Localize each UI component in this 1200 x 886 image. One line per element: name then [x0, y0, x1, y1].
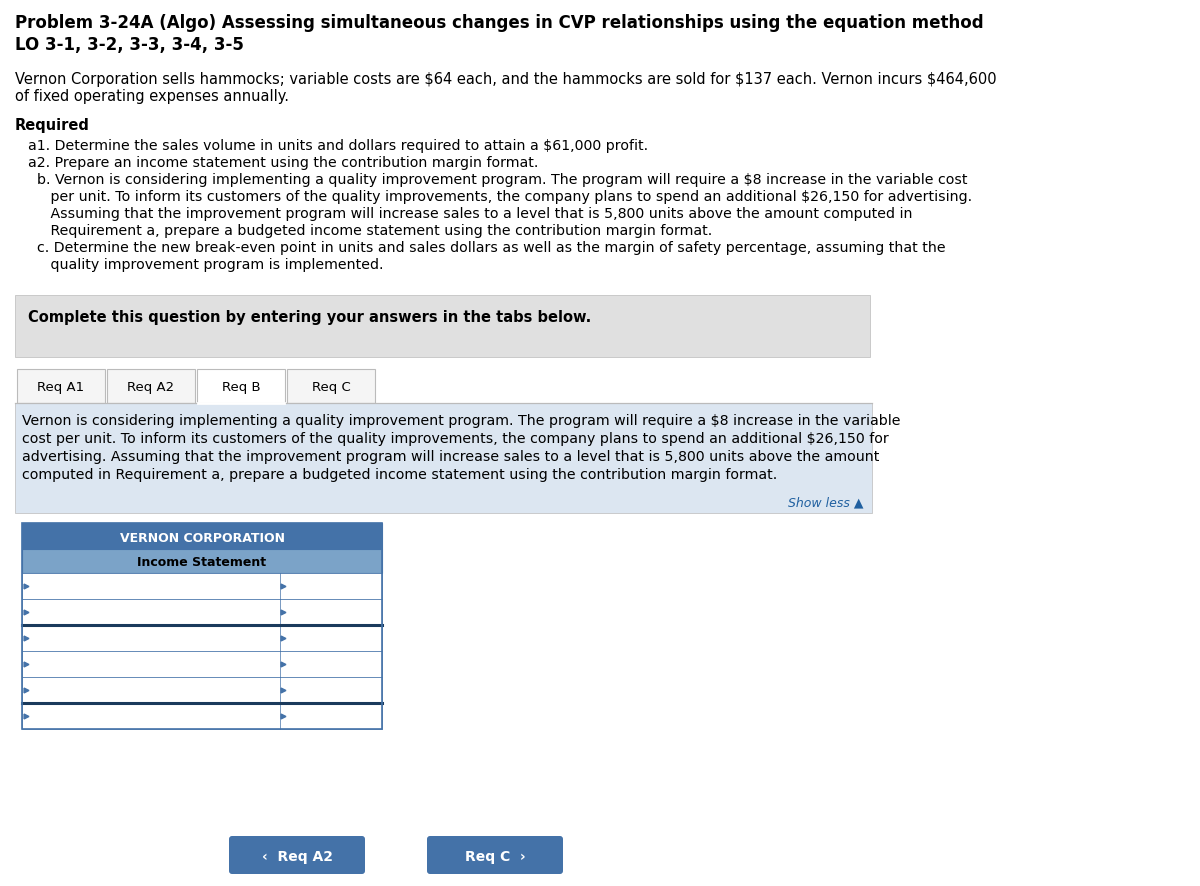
- Text: Income Statement: Income Statement: [138, 556, 266, 569]
- Text: Req C: Req C: [312, 381, 350, 394]
- FancyBboxPatch shape: [22, 599, 382, 626]
- FancyBboxPatch shape: [107, 369, 194, 403]
- FancyBboxPatch shape: [197, 369, 286, 403]
- FancyBboxPatch shape: [229, 836, 365, 874]
- Text: cost per unit. To inform its customers of the quality improvements, the company : cost per unit. To inform its customers o…: [22, 431, 889, 446]
- FancyBboxPatch shape: [287, 369, 374, 403]
- Text: of fixed operating expenses annually.: of fixed operating expenses annually.: [14, 89, 289, 104]
- FancyBboxPatch shape: [22, 677, 382, 703]
- FancyBboxPatch shape: [427, 836, 563, 874]
- Text: c. Determine the new break-even point in units and sales dollars as well as the : c. Determine the new break-even point in…: [28, 241, 946, 254]
- FancyBboxPatch shape: [22, 651, 382, 677]
- Text: Vernon Corporation sells hammocks; variable costs are $64 each, and the hammocks: Vernon Corporation sells hammocks; varia…: [14, 72, 997, 87]
- Text: Requirement a, prepare a budgeted income statement using the contribution margin: Requirement a, prepare a budgeted income…: [28, 224, 713, 237]
- Text: VERNON CORPORATION: VERNON CORPORATION: [120, 531, 284, 544]
- FancyBboxPatch shape: [22, 524, 382, 549]
- Text: b. Vernon is considering implementing a quality improvement program. The program: b. Vernon is considering implementing a …: [28, 173, 967, 187]
- Text: Req B: Req B: [222, 381, 260, 394]
- Text: LO 3-1, 3-2, 3-3, 3-4, 3-5: LO 3-1, 3-2, 3-3, 3-4, 3-5: [14, 36, 244, 54]
- Text: a2. Prepare an income statement using the contribution margin format.: a2. Prepare an income statement using th…: [28, 156, 539, 170]
- Text: quality improvement program is implemented.: quality improvement program is implement…: [28, 258, 384, 272]
- Text: Vernon is considering implementing a quality improvement program. The program wi: Vernon is considering implementing a qua…: [22, 414, 900, 428]
- Text: ‹  Req A2: ‹ Req A2: [262, 849, 332, 863]
- Text: Problem 3-24A (Algo) Assessing simultaneous changes in CVP relationships using t: Problem 3-24A (Algo) Assessing simultane…: [14, 14, 984, 32]
- FancyBboxPatch shape: [22, 573, 382, 599]
- Text: Complete this question by entering your answers in the tabs below.: Complete this question by entering your …: [28, 309, 592, 324]
- Text: Assuming that the improvement program will increase sales to a level that is 5,8: Assuming that the improvement program wi…: [28, 206, 912, 221]
- Text: Req C  ›: Req C ›: [464, 849, 526, 863]
- FancyBboxPatch shape: [22, 703, 382, 729]
- Text: Req A2: Req A2: [127, 381, 174, 394]
- FancyBboxPatch shape: [22, 626, 382, 651]
- FancyBboxPatch shape: [14, 403, 872, 513]
- Text: per unit. To inform its customers of the quality improvements, the company plans: per unit. To inform its customers of the…: [28, 190, 972, 204]
- Text: advertising. Assuming that the improvement program will increase sales to a leve: advertising. Assuming that the improveme…: [22, 449, 880, 463]
- Text: Required: Required: [14, 118, 90, 133]
- Text: Show less ▲: Show less ▲: [788, 495, 864, 509]
- FancyBboxPatch shape: [14, 296, 870, 358]
- Text: computed in Requirement a, prepare a budgeted income statement using the contrib: computed in Requirement a, prepare a bud…: [22, 468, 778, 481]
- Text: a1. Determine the sales volume in units and dollars required to attain a $61,000: a1. Determine the sales volume in units …: [28, 139, 648, 152]
- Text: Req A1: Req A1: [37, 381, 84, 394]
- FancyBboxPatch shape: [22, 549, 382, 573]
- FancyBboxPatch shape: [17, 369, 106, 403]
